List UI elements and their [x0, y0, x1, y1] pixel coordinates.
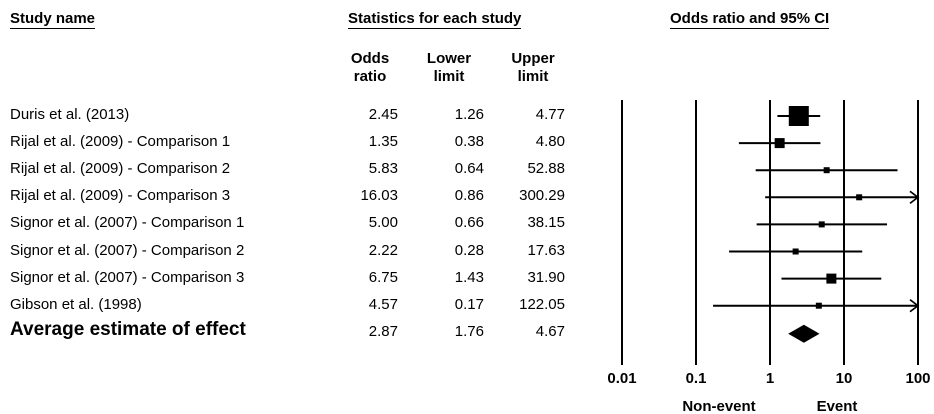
summary-odds-ratio-cell: 2.87 [368, 322, 398, 340]
point-estimate-marker [815, 302, 822, 309]
upper-limit-cell: 52.88 [527, 160, 565, 178]
point-estimate-marker [788, 106, 809, 126]
point-estimate-marker [856, 194, 863, 201]
odds-ratio-col-header-line2: ratio [353, 68, 387, 85]
lower-limit-col-header-line2: limit [433, 68, 465, 85]
odds-ratio-cell: 2.22 [368, 241, 398, 259]
point-estimate-marker [818, 221, 825, 228]
lower-limit-cell: 0.66 [454, 214, 484, 232]
odds-ratio-cell: 16.03 [360, 187, 398, 205]
summary-lower-limit-cell: 1.76 [454, 322, 484, 340]
odds-ratio-col-header-line1: Odds [350, 50, 390, 67]
study-name-cell: Duris et al. (2013) [10, 106, 130, 123]
x-tick-label: 1 [766, 370, 774, 387]
study-name-cell: Rijal et al. (2009) - Comparison 1 [10, 133, 231, 151]
study-name-cell: Rijal et al. (2009) - Comparison 2 [10, 160, 231, 178]
summary-upper-limit-cell: 4.67 [535, 322, 565, 340]
lower-limit-cell: 0.64 [454, 160, 484, 178]
x-tick-label: 10 [836, 370, 853, 387]
upper-limit-cell: 300.29 [519, 187, 565, 205]
point-estimate-marker [823, 167, 830, 174]
point-estimate-marker [774, 138, 785, 149]
lower-limit-cell: 0.17 [454, 295, 484, 313]
upper-limit-cell: 122.05 [519, 295, 565, 313]
x-tick-label: 0.01 [607, 370, 636, 387]
odds-ratio-ci-header: Odds ratio and 95% CI [670, 10, 830, 29]
point-estimate-marker [826, 273, 837, 284]
upper-limit-cell: 4.80 [535, 133, 565, 151]
study-name-header: Study name [10, 10, 96, 29]
odds-ratio-cell: 5.00 [368, 214, 398, 232]
point-estimate-marker [792, 248, 799, 255]
summary-diamond [788, 324, 820, 343]
odds-ratio-cell: 2.45 [368, 106, 398, 123]
upper-limit-col-header-line1: Upper [511, 50, 555, 67]
study-name-cell: Gibson et al. (1998) [10, 295, 142, 313]
study-name-cell: Signor et al. (2007) - Comparison 1 [10, 214, 245, 232]
upper-limit-cell: 31.90 [527, 268, 565, 286]
lower-limit-col-header-line1: Lower [426, 50, 472, 67]
odds-ratio-cell: 6.75 [368, 268, 398, 286]
odds-ratio-cell: 4.57 [368, 295, 398, 313]
lower-limit-cell: 1.26 [454, 106, 484, 123]
upper-limit-cell: 4.77 [535, 106, 565, 123]
x-tick-label: 0.1 [686, 370, 707, 387]
study-name-cell: Rijal et al. (2009) - Comparison 3 [10, 187, 231, 205]
upper-limit-cell: 38.15 [527, 214, 565, 232]
lower-limit-cell: 0.86 [454, 187, 484, 205]
ci-arrow [909, 190, 920, 204]
study-name-cell: Signor et al. (2007) - Comparison 3 [10, 268, 245, 286]
upper-limit-col-header: Upper limit [508, 50, 558, 86]
study-name-cell: Signor et al. (2007) - Comparison 2 [10, 241, 245, 259]
event-label: Event [817, 398, 858, 414]
lower-limit-cell: 0.28 [454, 241, 484, 259]
upper-limit-cell: 17.63 [527, 241, 565, 259]
lower-limit-cell: 0.38 [454, 133, 484, 151]
statistics-header: Statistics for each study [348, 10, 522, 29]
lower-limit-cell: 1.43 [454, 268, 484, 286]
summary-name-cell: Average estimate of effect [10, 318, 246, 340]
x-tick-label: 100 [905, 370, 930, 387]
odds-ratio-cell: 1.35 [368, 133, 398, 151]
non-event-label: Non-event [682, 398, 755, 414]
lower-limit-col-header: Lower limit [424, 50, 474, 86]
ci-arrow [909, 299, 920, 313]
odds-ratio-col-header: Odds ratio [345, 50, 395, 86]
odds-ratio-cell: 5.83 [368, 160, 398, 178]
upper-limit-col-header-line2: limit [517, 68, 549, 85]
